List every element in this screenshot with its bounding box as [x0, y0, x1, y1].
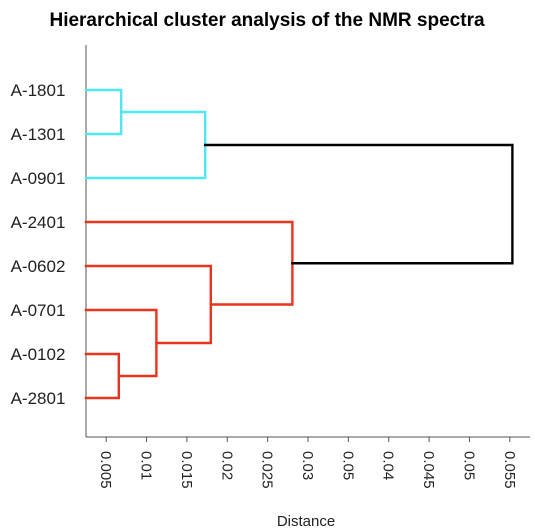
- chart-title: Hierarchical cluster analysis of the NMR…: [49, 10, 484, 31]
- dendrogram-branches: [84, 88, 514, 400]
- dendrogram-link: [84, 88, 123, 136]
- dendrogram-link: [204, 143, 514, 265]
- leaf-label: A-0102: [11, 345, 66, 364]
- x-tick-label: 0.025: [259, 451, 276, 489]
- x-axis-title: Distance: [277, 513, 335, 529]
- dendrogram-link: [84, 308, 158, 378]
- leaf-label: A-1801: [11, 81, 66, 100]
- x-tick-label: 0.02: [218, 451, 235, 480]
- leaf-label: A-2801: [11, 389, 66, 408]
- dendrogram-link: [84, 110, 207, 180]
- x-tick-label: 0.01: [138, 451, 155, 480]
- dendrogram-link: [84, 352, 120, 400]
- leaf-label: A-0602: [11, 257, 66, 276]
- x-tick-label: 0.05: [339, 451, 356, 480]
- x-tick-label: 0.055: [501, 451, 518, 489]
- x-tick-label: 0.05: [460, 451, 477, 480]
- leaf-label: A-0701: [11, 301, 66, 320]
- leaf-label: A-1301: [11, 125, 66, 144]
- dendrogram-link: [84, 220, 294, 306]
- x-tick-label: 0.005: [97, 451, 114, 489]
- x-tick-label: 0.015: [178, 451, 195, 489]
- leaf-label: A-0901: [11, 169, 66, 188]
- x-tick-label: 0.03: [299, 451, 316, 480]
- plot-axes: [85, 45, 530, 442]
- leaf-labels: A-1801 A-1301 A-0901 A-2401 A-0602 A-0701 A-01…: [11, 81, 66, 408]
- x-tick-label: 0.045: [420, 451, 437, 489]
- leaf-label: A-2401: [11, 213, 66, 232]
- x-tick-labels: 0.005 0.01 0.015 0.02 0.025 0.03 0.05 0.04 0.045…: [97, 451, 518, 489]
- x-tick-label: 0.04: [380, 451, 397, 480]
- dendrogram-link: [84, 264, 212, 345]
